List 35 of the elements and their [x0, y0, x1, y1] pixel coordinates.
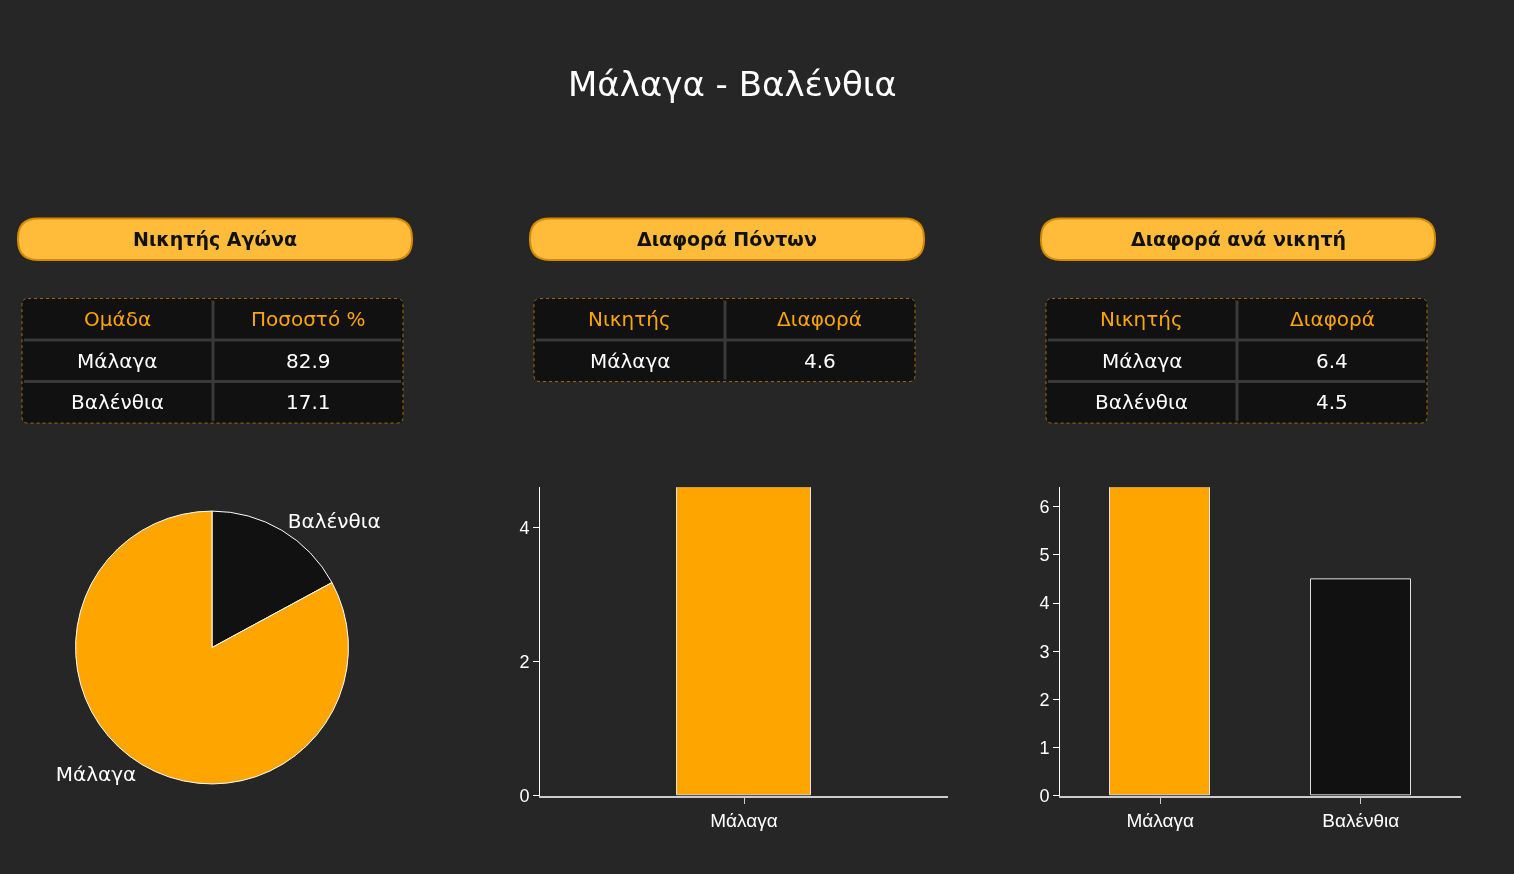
x-tick-label: Μάλαγα [1126, 809, 1195, 831]
text: Διαφορά [777, 307, 862, 331]
category-label: Μάλαγα [1102, 349, 1183, 373]
text: Διαφορά Πόντων [637, 228, 817, 250]
y-tick-label: 5 [1039, 545, 1050, 566]
text: Διαφορά ανά νικητή [1131, 228, 1347, 250]
y-tick-label: 1 [1039, 737, 1050, 758]
text: Νικητής Αγώνα [133, 228, 298, 250]
data-label: 4.6 [804, 349, 836, 373]
data-label: 82.9 [286, 349, 331, 373]
text: Μάλαγα - Βαλένθια [568, 64, 897, 104]
y-tick-label: 4 [519, 517, 530, 538]
text: Διαφορά [1290, 307, 1375, 331]
slice-label: Βαλένθια [287, 509, 381, 534]
data-label: 6.4 [1316, 349, 1348, 373]
category-label: Βαλένθια [71, 390, 164, 414]
category-label: Μάλαγα [590, 349, 671, 373]
y-tick-label: 0 [519, 786, 530, 807]
data-label: 17.1 [286, 390, 331, 414]
text: Ποσοστό % [251, 307, 366, 331]
x-tick-label: Μάλαγα [710, 809, 778, 831]
y-tick-label: 0 [1039, 786, 1050, 807]
slice-label: Μάλαγα [55, 761, 137, 786]
y-tick-label: 2 [519, 651, 530, 672]
text: Ομάδα [84, 307, 152, 331]
y-tick-label: 6 [1039, 496, 1050, 517]
category-label: Μάλαγα [77, 349, 158, 373]
category-label: Βαλένθια [1095, 390, 1188, 414]
y-tick-label: 2 [1039, 689, 1050, 710]
text: Νικητής [1100, 307, 1183, 331]
y-tick-label: 3 [1039, 641, 1050, 662]
x-tick-label: Βαλένθια [1322, 809, 1400, 831]
y-tick-label: 4 [1039, 593, 1050, 614]
data-label: 4.5 [1316, 390, 1348, 414]
text: Νικητής [588, 307, 671, 331]
